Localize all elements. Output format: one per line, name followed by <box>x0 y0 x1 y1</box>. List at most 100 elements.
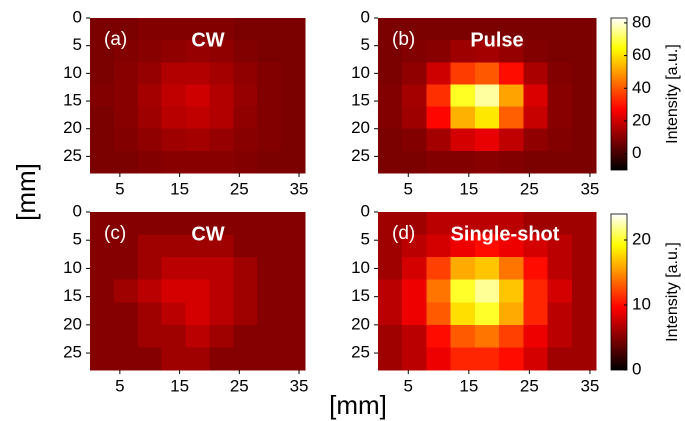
heatmap-cell <box>113 128 139 152</box>
heatmap-cell <box>257 84 282 108</box>
heatmap-cell <box>402 324 427 348</box>
heatmap-cell <box>378 302 403 326</box>
heatmap-cell <box>281 84 306 108</box>
y-tick-label: 5 <box>73 230 82 249</box>
heatmap-cell <box>426 18 452 41</box>
heatmap-cell <box>209 257 234 281</box>
x-tick-label: 25 <box>230 376 249 395</box>
heatmap-cell <box>571 279 597 303</box>
heatmap-cell <box>571 62 597 85</box>
heatmap-cell <box>523 324 549 348</box>
heatmap-cell <box>90 106 115 130</box>
heatmap-cell <box>523 150 549 174</box>
x-tick-label: 15 <box>459 179 478 198</box>
heatmap-cell <box>209 40 234 63</box>
heatmap-cell <box>233 212 258 236</box>
x-tick-label: 5 <box>404 179 413 198</box>
heatmap-cell <box>161 257 187 281</box>
heatmap-cell <box>257 40 282 63</box>
heatmap-cell <box>281 150 306 174</box>
x-tick-label: 25 <box>520 179 539 198</box>
heatmap-cell <box>185 324 210 348</box>
heatmap-cell <box>281 234 306 258</box>
heatmap-cell <box>571 106 597 130</box>
heatmap-cell <box>113 212 139 236</box>
heatmap-cell <box>474 234 500 258</box>
heatmap-cell <box>547 302 573 326</box>
heatmap-cell <box>523 212 549 236</box>
heatmap-cell <box>209 302 234 326</box>
heatmap-cell <box>233 347 258 371</box>
heatmap-cell <box>137 62 163 85</box>
heatmap-cell <box>233 324 258 348</box>
y-tick-label: 20 <box>63 314 82 333</box>
heatmap-cell <box>257 324 282 348</box>
heatmap-cell <box>426 40 452 63</box>
heatmap-cell <box>547 212 573 236</box>
heatmap-cell <box>209 150 234 174</box>
heatmap-cell <box>257 62 282 85</box>
colorbar-tick-label: 0 <box>632 143 641 162</box>
heatmap-cell <box>281 128 306 152</box>
x-tick-label: 5 <box>404 376 413 395</box>
heatmap-cell <box>161 324 187 348</box>
heatmap-cell <box>113 150 139 174</box>
heatmap-cell <box>90 150 115 174</box>
y-tick-label: 10 <box>63 258 82 277</box>
heatmap-cell <box>450 84 476 108</box>
heatmap-cell <box>185 40 210 63</box>
heatmap-cell <box>474 40 500 63</box>
colorbar-tick-label: 10 <box>632 294 651 313</box>
heatmap-cell <box>257 347 282 371</box>
x-tick-label: 15 <box>170 179 189 198</box>
heatmap-cell <box>209 18 234 41</box>
y-tick-label: 5 <box>361 230 370 249</box>
y-tick-label: 5 <box>361 35 370 54</box>
heatmap-cell <box>378 234 403 258</box>
heatmap-cell <box>378 150 403 174</box>
heatmap-cell <box>137 347 163 371</box>
heatmap-cell <box>90 347 115 371</box>
heatmap-cell <box>185 279 210 303</box>
heatmap-cell <box>378 84 403 108</box>
heatmap-cell <box>113 84 139 108</box>
heatmap-cell <box>474 18 500 41</box>
panel-title: CW <box>191 29 224 51</box>
heatmap-cell <box>571 347 597 371</box>
heatmap-cell <box>281 212 306 236</box>
colorbar-tick-label: 80 <box>632 12 651 31</box>
y-tick-label: 25 <box>63 146 82 165</box>
heatmap-cell <box>450 279 476 303</box>
heatmap-cell <box>547 324 573 348</box>
heatmap-cell <box>257 257 282 281</box>
heatmap-cell <box>161 234 187 258</box>
heatmap-cell <box>257 279 282 303</box>
heatmap-cell <box>523 302 549 326</box>
heatmap-panel <box>378 18 597 174</box>
y-tick-label: 20 <box>63 118 82 137</box>
heatmap-cell <box>281 324 306 348</box>
heatmap-cell <box>209 324 234 348</box>
colorbar-tick-label: 20 <box>632 110 651 129</box>
colorbar-tick-label: 20 <box>632 229 651 248</box>
colorbar-label: Intensity [a.u.] <box>664 44 681 144</box>
heatmap-panel <box>90 212 306 371</box>
heatmap-cell <box>402 128 427 152</box>
heatmap-cell <box>185 84 210 108</box>
heatmap-cell <box>257 106 282 130</box>
heatmap-cell <box>209 106 234 130</box>
x-tick-label: 35 <box>290 179 309 198</box>
heatmap-cell <box>90 84 115 108</box>
heatmap-cell <box>378 347 403 371</box>
heatmap-cell <box>523 257 549 281</box>
heatmap-cell <box>499 106 524 130</box>
heatmap-cell <box>426 257 452 281</box>
heatmap-cell <box>499 18 524 41</box>
heatmap-cell <box>450 302 476 326</box>
heatmap-cell <box>90 62 115 85</box>
heatmap-cell <box>185 347 210 371</box>
heatmap-cell <box>547 84 573 108</box>
panel-title: Single-shot <box>451 223 560 245</box>
